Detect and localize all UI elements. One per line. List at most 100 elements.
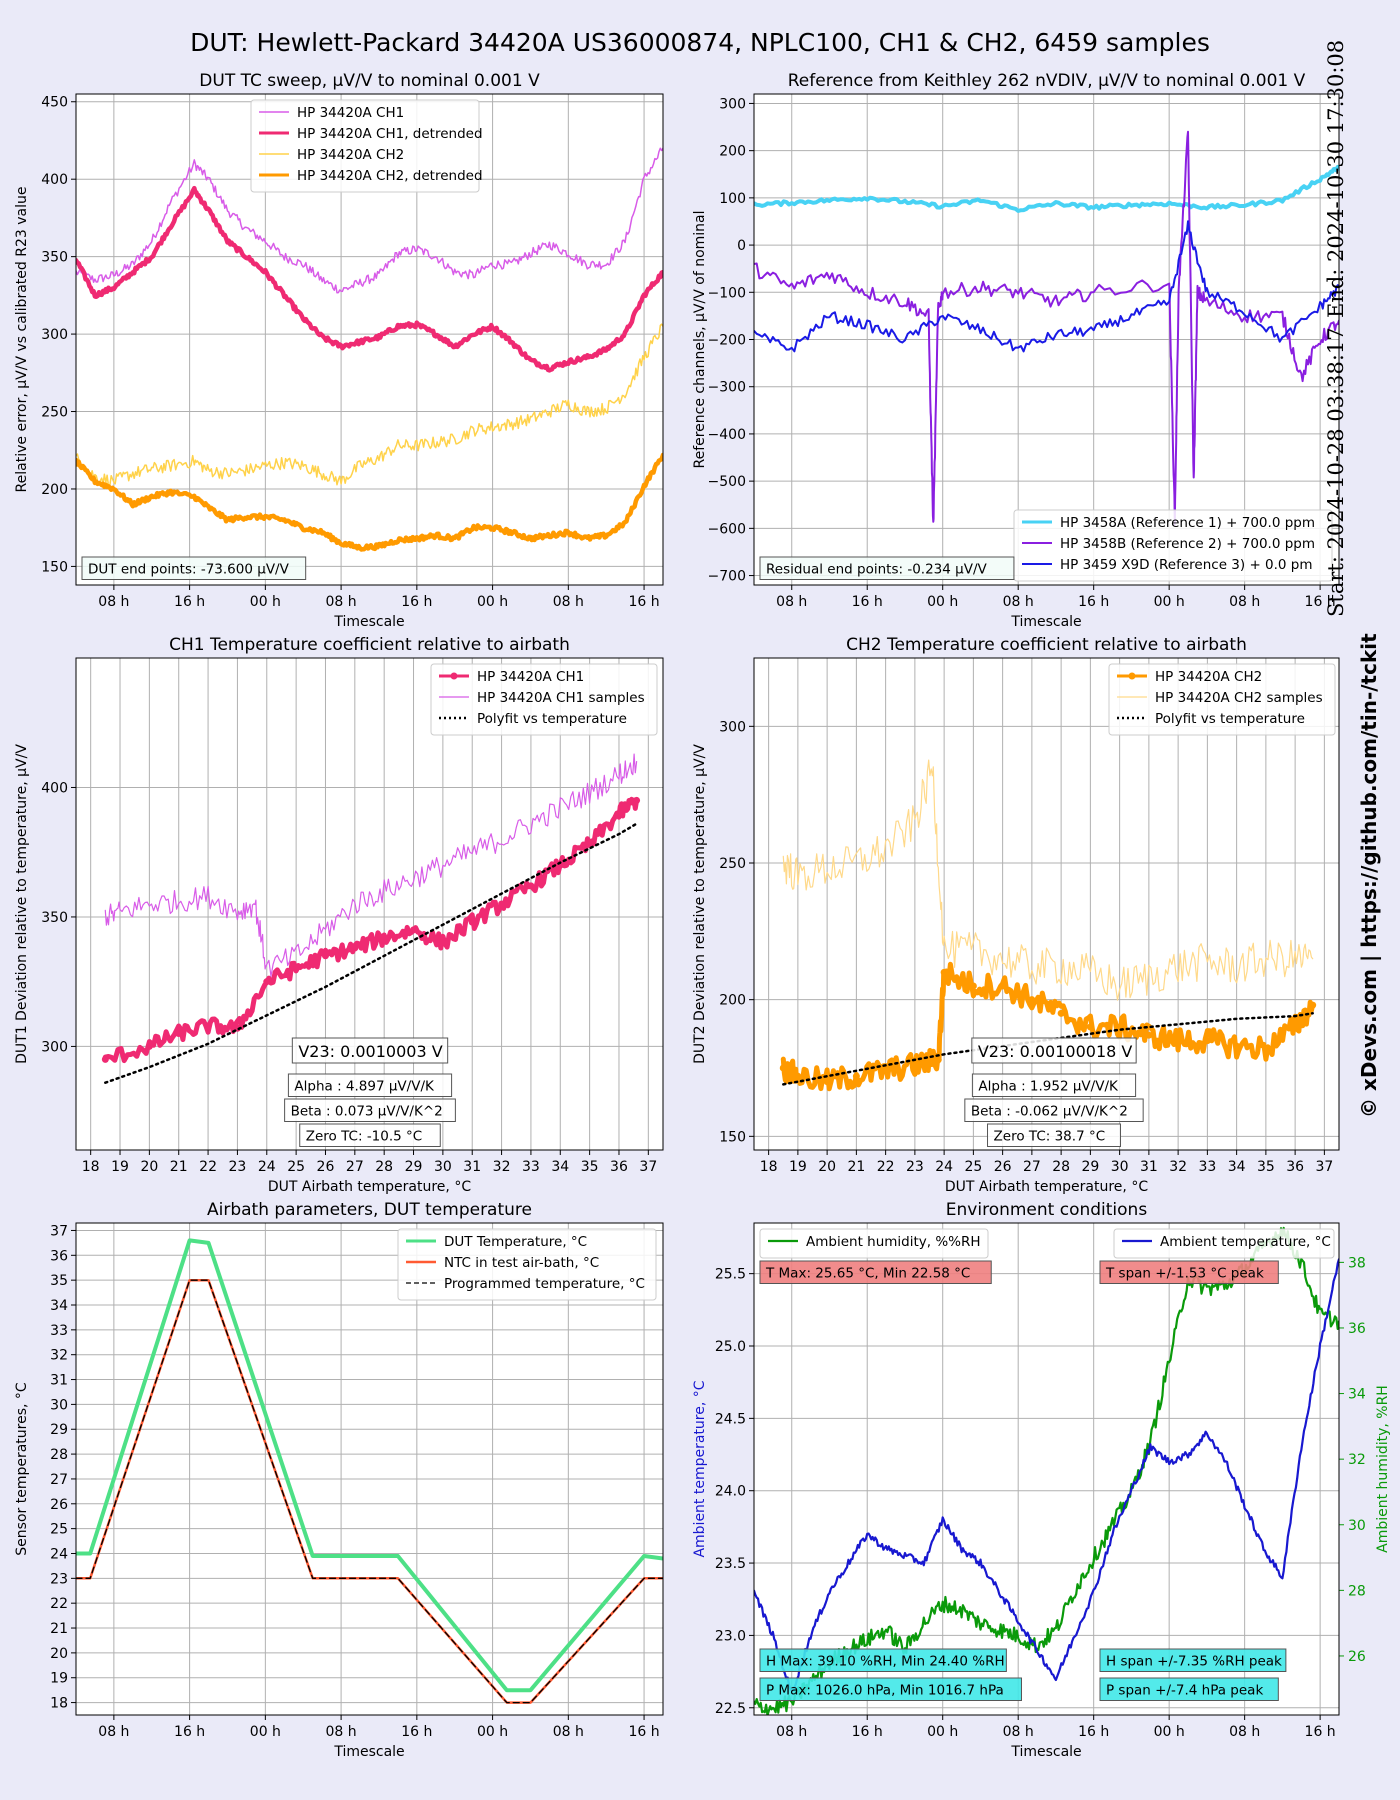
x-tick-label: 31 bbox=[1140, 1159, 1158, 1175]
x-tick-label: 21 bbox=[170, 1159, 188, 1175]
x-tick-label: 36 bbox=[610, 1159, 628, 1175]
data-point bbox=[1262, 1045, 1270, 1053]
data-point bbox=[934, 1056, 942, 1064]
legend-label: HP 34420A CH2 bbox=[297, 147, 404, 163]
x-tick-label: 37 bbox=[639, 1159, 657, 1175]
x-tick-label: 16 h bbox=[1078, 1724, 1109, 1740]
legend-label: HP 3459 X9D (Reference 3) + 0.0 pm bbox=[1060, 557, 1313, 573]
y-axis-label: Relative error, µV/V vs calibrated R23 v… bbox=[14, 187, 30, 493]
chart-environment: 08 h 16 h 00 h 08 h 16 h 00 h 08 h 16 h 22.5 23.0… bbox=[692, 1200, 1391, 1760]
data-point bbox=[321, 952, 329, 960]
data-point bbox=[1309, 1001, 1317, 1009]
annotation-zero-tc-box bbox=[987, 1123, 1121, 1147]
data-point bbox=[175, 1029, 183, 1037]
x-tick-label: 24 bbox=[258, 1159, 276, 1175]
y-axis-label: Sensor temperatures, °C bbox=[14, 1382, 30, 1556]
data-point bbox=[882, 1067, 890, 1075]
legend: DUT Temperature, °C NTC in test air-bath,… bbox=[397, 1228, 657, 1301]
y-tick-label: 19 bbox=[50, 1671, 68, 1687]
y-tick-label: 36 bbox=[50, 1248, 68, 1264]
data-point bbox=[439, 939, 447, 947]
x-tick-label: 20 bbox=[818, 1159, 836, 1175]
legend-label: Ambient humidity, %%RH bbox=[806, 1234, 981, 1250]
legend-label: NTC in test air-bath, °C bbox=[444, 1255, 599, 1271]
series-line-1 bbox=[104, 753, 638, 977]
x-tick-label: 08 h bbox=[1003, 594, 1034, 610]
data-point bbox=[468, 918, 476, 926]
x-tick-label: 16 h bbox=[852, 594, 883, 610]
y-tick-label: 350 bbox=[41, 910, 68, 926]
x-tick-label: 37 bbox=[1315, 1159, 1333, 1175]
legend-label: Polyfit vs temperature bbox=[1155, 711, 1305, 727]
x-axis-label: Timescale bbox=[1010, 1744, 1081, 1760]
data-point bbox=[969, 982, 977, 990]
annotation-zero-tc-box bbox=[299, 1123, 441, 1147]
data-point bbox=[633, 796, 641, 804]
annotation-endpoints: Residual end points: -0.234 µV/V bbox=[766, 562, 988, 578]
legend-label: Polyfit vs temperature bbox=[477, 711, 627, 727]
legend-frame bbox=[397, 1228, 657, 1301]
legend-label: HP 34420A CH2 samples bbox=[1155, 690, 1323, 706]
x-tick-label: 28 bbox=[375, 1159, 393, 1175]
y-tick-label: −500 bbox=[708, 474, 746, 490]
x-tick-label: 29 bbox=[1081, 1159, 1099, 1175]
annotation-beta-box bbox=[284, 1098, 456, 1122]
x-tick-label: 00 h bbox=[1154, 1724, 1185, 1740]
plot-frame bbox=[75, 93, 664, 586]
y2-tick-label: 32 bbox=[1348, 1452, 1366, 1468]
chart-reference: 08 h 16 h 00 h 08 h 16 h 00 h 08 h 16 h −700 −600… bbox=[692, 71, 1340, 630]
x-tick-label: 16 h bbox=[401, 594, 432, 610]
x-tick-label: 24 bbox=[935, 1159, 953, 1175]
y-tick-label: 450 bbox=[41, 95, 68, 111]
y-tick-label: 0 bbox=[737, 238, 746, 254]
y-tick-label: 300 bbox=[719, 96, 746, 112]
annotation-t-span-box bbox=[1099, 1260, 1279, 1284]
plot-frame bbox=[75, 657, 664, 1151]
annotation-zero-tc: Zero TC: -10.5 °C bbox=[306, 1129, 422, 1145]
plot-area bbox=[76, 658, 663, 1150]
x-tick-label: 16 h bbox=[174, 1724, 205, 1740]
data-point bbox=[823, 1078, 831, 1086]
y2-tick-label: 38 bbox=[1348, 1255, 1366, 1271]
annotation-v23: V23: 0.00100018 V bbox=[978, 1042, 1133, 1061]
x-tick-label: 08 h bbox=[776, 594, 807, 610]
x-tick-label: 16 h bbox=[1305, 1724, 1336, 1740]
x-tick-label: 32 bbox=[493, 1159, 511, 1175]
chart-title: CH1 Temperature coefficient relative to … bbox=[169, 635, 570, 655]
chart-airbath: 08 h 16 h 00 h 08 h 16 h 00 h 08 h 16 h 18 19 20 21… bbox=[14, 1200, 664, 1760]
x-tick-label: 18 bbox=[82, 1159, 100, 1175]
data-point bbox=[1233, 1042, 1241, 1050]
y-tick-label: 350 bbox=[41, 250, 68, 266]
x-tick-label: 31 bbox=[463, 1159, 481, 1175]
x-axis-label: Timescale bbox=[333, 614, 404, 630]
annotation-h-max-box bbox=[759, 1648, 1007, 1672]
y2-axis-label: Ambient humidity, %RH bbox=[1375, 1385, 1391, 1553]
series-line-2 bbox=[76, 323, 663, 487]
y-axis-label: Ambient temperature, °C bbox=[692, 1380, 708, 1557]
y-tick-label: 37 bbox=[50, 1223, 68, 1239]
x-tick-label: 29 bbox=[405, 1159, 423, 1175]
y-tick-label: −700 bbox=[708, 569, 746, 585]
legend-label: HP 34420A CH1 samples bbox=[477, 690, 645, 706]
y2-tick-label: 28 bbox=[1348, 1583, 1366, 1599]
chart-ch2_tc: 18 19 20 21 22 23 24 25 26 27 28 29 30 31 32 33 34 35 36 37… bbox=[692, 635, 1340, 1195]
x-tick-label: 00 h bbox=[250, 594, 281, 610]
y-tick-label: 31 bbox=[50, 1373, 68, 1389]
data-point bbox=[410, 926, 418, 934]
x-tick-label: 25 bbox=[287, 1159, 305, 1175]
data-point bbox=[779, 1064, 787, 1072]
series-line-2 bbox=[754, 220, 1339, 353]
series-group bbox=[76, 1238, 663, 1704]
y-tick-label: 27 bbox=[50, 1472, 68, 1488]
data-point bbox=[1174, 1037, 1182, 1045]
x-tick-label: 08 h bbox=[1229, 594, 1260, 610]
y-tick-label: 23.5 bbox=[715, 1556, 746, 1572]
legend-frame bbox=[1108, 663, 1336, 736]
x-tick-label: 00 h bbox=[927, 1724, 958, 1740]
y-axis-label: DUT2 Deviation relative to temperature, … bbox=[692, 744, 708, 1064]
y-tick-label: −100 bbox=[708, 285, 746, 301]
data-point bbox=[794, 1072, 802, 1080]
legend: Ambient humidity, %%RH bbox=[759, 1228, 989, 1259]
x-tick-label: 36 bbox=[1286, 1159, 1304, 1175]
